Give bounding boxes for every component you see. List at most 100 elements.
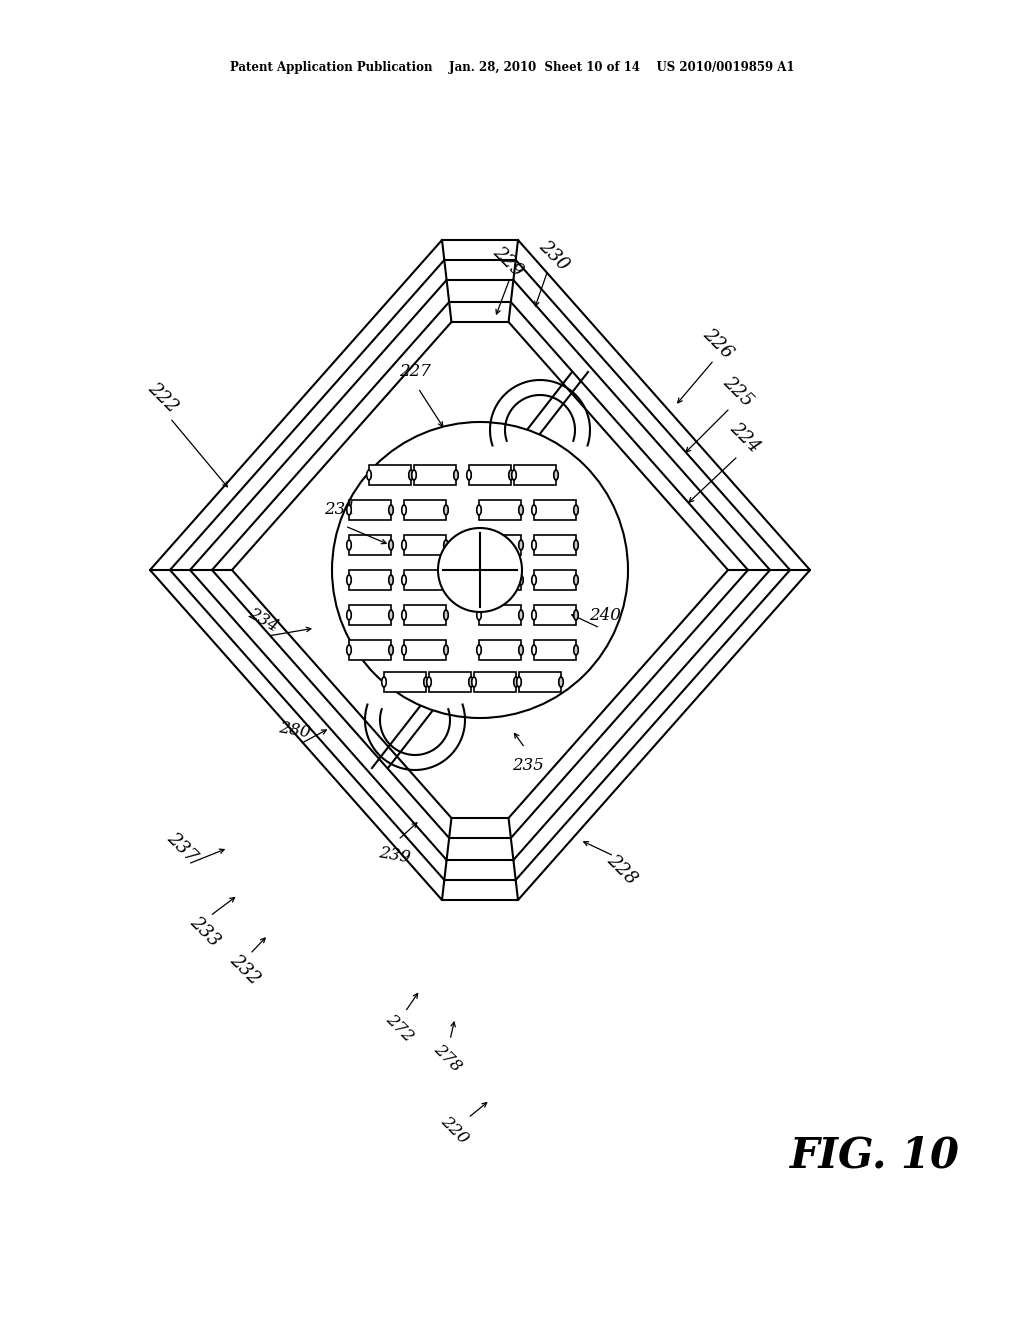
Bar [349,500,391,520]
Text: 278: 278 [431,1040,465,1076]
Ellipse shape [477,610,481,620]
Text: 220: 220 [437,1113,472,1147]
Text: 234: 234 [245,605,281,635]
Ellipse shape [367,470,372,480]
Bar [404,640,446,660]
Ellipse shape [573,576,579,585]
Ellipse shape [514,677,518,686]
Ellipse shape [573,506,579,515]
Bar [479,605,521,624]
Ellipse shape [401,506,407,515]
Ellipse shape [477,576,481,585]
Bar [479,500,521,520]
Text: 226: 226 [699,326,736,363]
Ellipse shape [389,610,393,620]
Ellipse shape [389,506,393,515]
Bar [349,605,391,624]
Ellipse shape [531,540,537,550]
Bar [479,640,521,660]
Ellipse shape [554,470,558,480]
Ellipse shape [401,576,407,585]
Ellipse shape [531,610,537,620]
Text: 227: 227 [399,363,431,380]
Ellipse shape [347,610,351,620]
Bar [349,535,391,554]
Ellipse shape [443,610,449,620]
Ellipse shape [443,576,449,585]
Text: 233: 233 [186,913,223,950]
Ellipse shape [347,506,351,515]
Bar [479,570,521,590]
Bar [534,640,575,660]
Ellipse shape [409,470,414,480]
Ellipse shape [531,576,537,585]
Text: Patent Application Publication    Jan. 28, 2010  Sheet 10 of 14    US 2010/00198: Patent Application Publication Jan. 28, … [229,62,795,74]
Ellipse shape [389,540,393,550]
Text: 228: 228 [603,851,641,888]
Ellipse shape [382,677,386,686]
Ellipse shape [559,677,563,686]
Bar [429,672,471,692]
Ellipse shape [454,470,459,480]
Text: 231: 231 [324,502,356,519]
Bar [404,500,446,520]
Ellipse shape [469,677,473,686]
Ellipse shape [443,540,449,550]
Ellipse shape [412,470,416,480]
Bar [404,570,446,590]
Text: 235: 235 [512,756,544,774]
Bar [534,570,575,590]
Ellipse shape [509,470,513,480]
Ellipse shape [389,576,393,585]
Ellipse shape [401,645,407,655]
Ellipse shape [519,506,523,515]
Text: 272: 272 [383,1011,417,1045]
Ellipse shape [573,540,579,550]
Ellipse shape [347,645,351,655]
Bar [534,500,575,520]
Text: 222: 222 [144,379,181,417]
Ellipse shape [347,576,351,585]
Ellipse shape [512,470,516,480]
Ellipse shape [443,506,449,515]
Ellipse shape [401,610,407,620]
Bar [414,465,456,484]
Bar [534,535,575,554]
Ellipse shape [477,645,481,655]
Circle shape [438,528,522,612]
Bar [474,672,516,692]
Ellipse shape [467,470,471,480]
Text: 225: 225 [720,374,757,411]
Bar [514,465,556,484]
Ellipse shape [477,540,481,550]
Ellipse shape [519,540,523,550]
Bar [384,672,426,692]
Bar [534,605,575,624]
Text: 232: 232 [226,952,263,989]
Ellipse shape [531,506,537,515]
Ellipse shape [401,540,407,550]
Text: 237: 237 [164,829,201,866]
Text: 274: 274 [457,569,488,586]
Ellipse shape [519,610,523,620]
Bar [404,605,446,624]
Text: FIG. 10: FIG. 10 [790,1134,961,1176]
Text: 240: 240 [589,606,621,623]
Bar [479,535,521,554]
Ellipse shape [519,576,523,585]
Text: 230: 230 [536,238,572,275]
Bar [369,465,411,484]
Ellipse shape [424,677,428,686]
Ellipse shape [347,540,351,550]
Bar [469,465,511,484]
Text: 229: 229 [489,243,526,281]
Ellipse shape [427,677,431,686]
Bar [404,535,446,554]
Ellipse shape [443,645,449,655]
Ellipse shape [472,677,476,686]
Ellipse shape [573,610,579,620]
Ellipse shape [519,645,523,655]
Text: 280: 280 [278,719,312,741]
Ellipse shape [389,645,393,655]
Bar [349,570,391,590]
